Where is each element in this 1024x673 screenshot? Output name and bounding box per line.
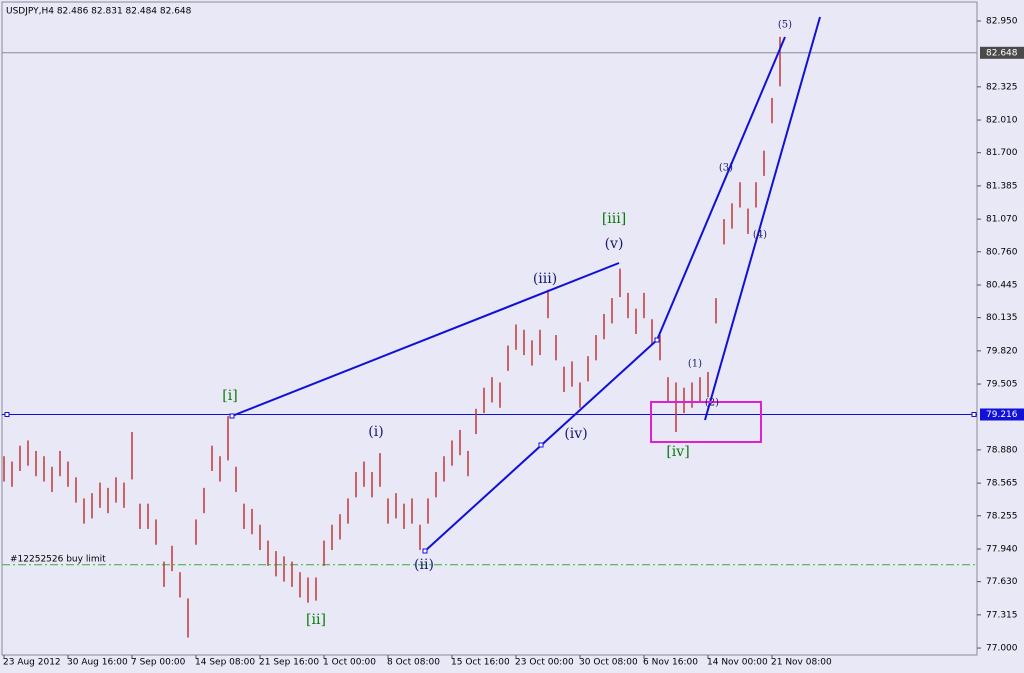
wave-label: (5): [778, 20, 792, 31]
wave-label: (2): [705, 398, 719, 409]
x-tick-label: 1 Oct 00:00: [323, 658, 376, 668]
x-tick-label: 7 Sep 00:00: [131, 658, 186, 668]
zone-box: [650, 401, 762, 443]
y-tick-label: 77.000: [986, 644, 1018, 654]
y-tick-label: 79.505: [986, 380, 1018, 390]
y-tick-label: 80.135: [986, 313, 1018, 323]
trend-line: [231, 262, 620, 417]
y-tick-label: 78.880: [986, 445, 1018, 455]
wave-label: (1): [688, 359, 702, 370]
wave-label: (iii): [533, 271, 557, 287]
y-tick-label: 79.820: [986, 346, 1018, 356]
plot-frame: [1, 1, 978, 656]
y-tick-label: 81.070: [986, 215, 1018, 225]
y-tick-label: 80.760: [986, 247, 1018, 257]
wave-label: [ii]: [306, 612, 326, 628]
x-tick-label: 21 Nov 08:00: [771, 658, 832, 668]
x-tick-label: 14 Nov 00:00: [707, 658, 768, 668]
price-label-box: [980, 46, 1024, 59]
trend-line: [704, 16, 821, 421]
y-tick-label: 77.315: [986, 610, 1018, 620]
level-label: 79.216: [986, 410, 1018, 420]
x-tick-label: 30 Oct 08:00: [579, 658, 638, 668]
y-tick-label: 78.255: [986, 511, 1018, 521]
level-anchor: [971, 411, 977, 417]
anchor: [422, 548, 428, 554]
y-tick-label: 78.565: [986, 479, 1018, 489]
x-tick-label: 21 Sep 16:00: [259, 658, 319, 668]
level-label-box: [980, 408, 1024, 421]
wave-label: (iv): [564, 426, 587, 442]
level-anchor: [4, 411, 10, 417]
wave-label: (4): [753, 230, 767, 241]
price-label: 82.648: [986, 48, 1018, 58]
x-tick-label: 6 Nov 16:00: [643, 658, 698, 668]
x-tick-label: 23 Oct 00:00: [515, 658, 574, 668]
y-tick-label: 82.950: [986, 16, 1018, 26]
trend-line: [656, 36, 786, 341]
x-tick-label: 15 Oct 16:00: [451, 658, 510, 668]
wave-label: [i]: [222, 388, 237, 404]
y-tick-label: 81.385: [986, 181, 1018, 191]
chart-title: USDJPY,H4 82.486 82.831 82.484 82.648: [6, 7, 192, 17]
x-tick-label: 14 Sep 08:00: [195, 658, 255, 668]
x-tick-label: 23 Aug 2012: [3, 658, 61, 668]
y-tick-label: 77.630: [986, 577, 1018, 587]
wave-label: (v): [605, 236, 624, 252]
order-label: #12252526 buy limit: [10, 554, 106, 564]
y-tick-label: 82.010: [986, 116, 1018, 126]
anchor: [229, 413, 235, 419]
wave-label: (3): [719, 163, 733, 174]
wave-label: [iii]: [602, 211, 626, 227]
wave-label: (ii): [414, 557, 434, 573]
y-tick-label: 82.325: [986, 82, 1018, 92]
anchor: [654, 337, 660, 343]
x-tick-label: 8 Oct 08:00: [387, 658, 440, 668]
y-tick-label: 81.700: [986, 148, 1018, 158]
anchor: [538, 442, 544, 448]
anchor-points: [229, 337, 660, 554]
marks: [2, 36, 977, 638]
y-tick-label: 80.445: [986, 280, 1018, 290]
x-tick-label: 30 Aug 16:00: [67, 658, 128, 668]
wave-label: (i): [368, 424, 383, 440]
y-tick-label: 77.940: [986, 544, 1018, 554]
wave-label: [iv]: [666, 444, 689, 460]
